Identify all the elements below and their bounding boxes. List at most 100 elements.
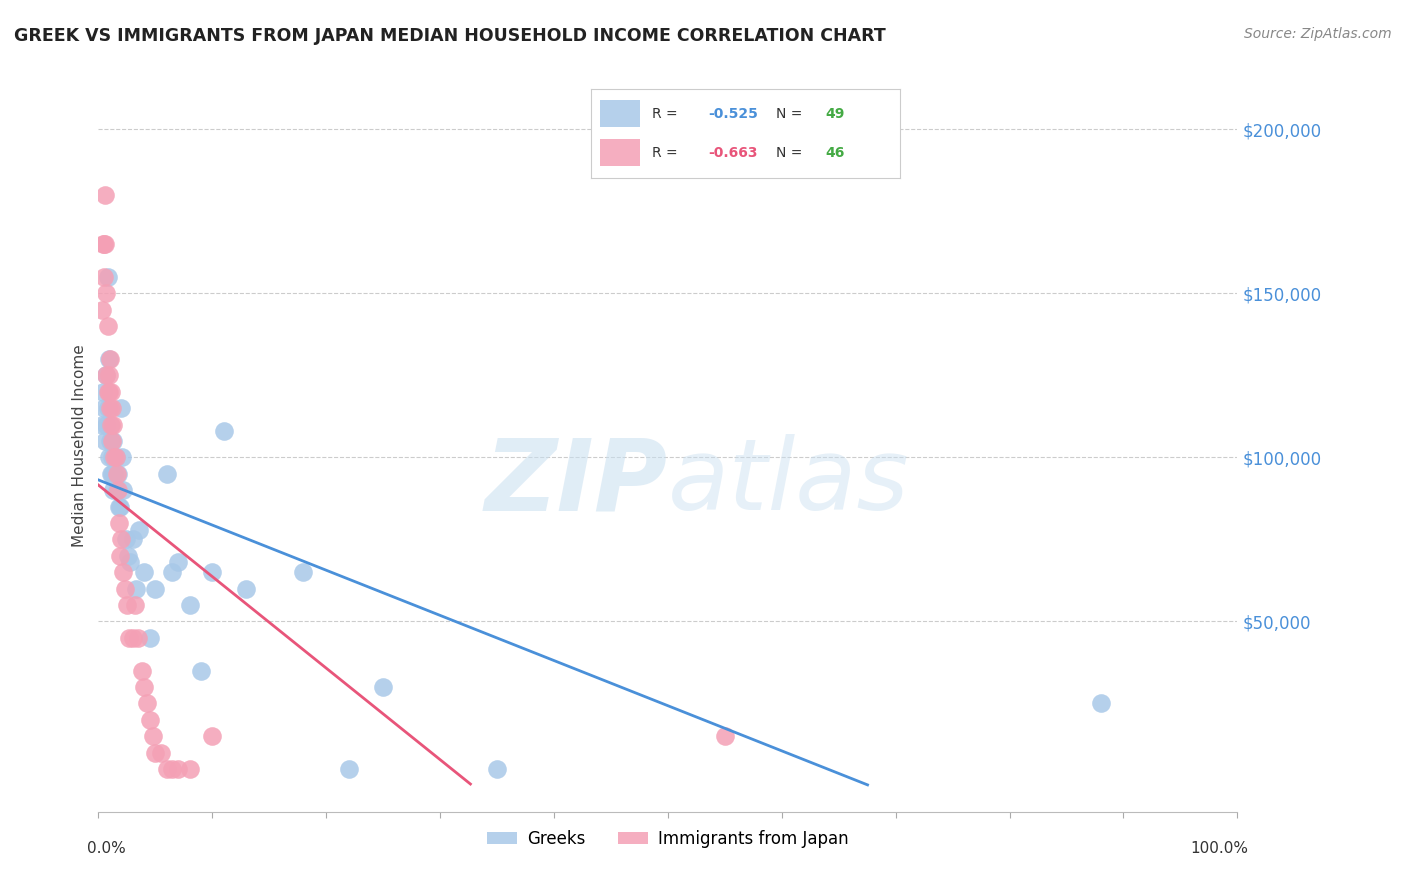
- Point: [93, 237, 115, 252]
- Point: [121, 631, 143, 645]
- Point: [101, 467, 124, 481]
- Point: [132, 566, 155, 580]
- Text: N =: N =: [776, 146, 807, 161]
- Point: [98, 352, 121, 367]
- Text: N =: N =: [776, 107, 807, 121]
- Point: [97, 368, 120, 383]
- Point: [104, 450, 127, 465]
- Point: [93, 270, 115, 285]
- Point: [124, 598, 146, 612]
- Point: [110, 533, 132, 547]
- Point: [167, 762, 190, 776]
- Point: [105, 467, 128, 481]
- Text: atlas: atlas: [668, 434, 910, 531]
- Point: [114, 533, 136, 547]
- Text: Source: ZipAtlas.com: Source: ZipAtlas.com: [1244, 27, 1392, 41]
- Point: [156, 762, 179, 776]
- FancyBboxPatch shape: [600, 139, 640, 166]
- Point: [145, 746, 167, 760]
- Point: [127, 631, 149, 645]
- Point: [292, 566, 315, 580]
- Point: [112, 566, 135, 580]
- Point: [179, 762, 201, 776]
- Text: ZIP: ZIP: [485, 434, 668, 531]
- Point: [162, 566, 184, 580]
- Text: 0.0%: 0.0%: [87, 841, 125, 856]
- Point: [138, 631, 160, 645]
- Point: [97, 384, 120, 399]
- Point: [115, 598, 138, 612]
- Point: [90, 302, 112, 317]
- Point: [162, 762, 184, 776]
- Text: 46: 46: [825, 146, 845, 161]
- Point: [96, 368, 118, 383]
- Point: [103, 483, 125, 498]
- Point: [179, 598, 201, 612]
- Point: [114, 582, 136, 596]
- Text: GREEK VS IMMIGRANTS FROM JAPAN MEDIAN HOUSEHOLD INCOME CORRELATION CHART: GREEK VS IMMIGRANTS FROM JAPAN MEDIAN HO…: [14, 27, 886, 45]
- Point: [486, 762, 509, 776]
- Point: [100, 417, 122, 432]
- Point: [125, 582, 148, 596]
- Point: [111, 450, 134, 465]
- Point: [110, 401, 132, 416]
- Point: [138, 713, 160, 727]
- Point: [100, 434, 122, 448]
- Point: [93, 401, 115, 416]
- Point: [107, 467, 129, 481]
- Y-axis label: Median Household Income: Median Household Income: [72, 344, 87, 548]
- Point: [121, 533, 143, 547]
- Point: [714, 729, 737, 743]
- Point: [156, 467, 179, 481]
- Text: R =: R =: [652, 107, 682, 121]
- FancyBboxPatch shape: [600, 100, 640, 127]
- Point: [103, 417, 125, 432]
- Legend: Greeks, Immigrants from Japan: Greeks, Immigrants from Japan: [479, 823, 856, 855]
- Point: [104, 450, 127, 465]
- Text: 100.0%: 100.0%: [1191, 841, 1249, 856]
- Point: [103, 450, 125, 465]
- Point: [150, 746, 173, 760]
- Point: [120, 556, 142, 570]
- Point: [108, 500, 131, 514]
- Point: [371, 680, 394, 694]
- Point: [101, 401, 124, 416]
- Point: [145, 582, 167, 596]
- Point: [101, 434, 124, 448]
- Point: [167, 556, 190, 570]
- Point: [212, 424, 235, 438]
- Point: [201, 566, 224, 580]
- Point: [105, 483, 128, 498]
- Point: [96, 286, 118, 301]
- Text: -0.663: -0.663: [709, 146, 758, 161]
- Point: [108, 516, 131, 530]
- Point: [91, 384, 114, 399]
- Point: [108, 549, 131, 563]
- Point: [136, 697, 159, 711]
- Point: [91, 237, 114, 252]
- Point: [103, 434, 125, 448]
- Point: [201, 729, 224, 743]
- Point: [132, 680, 155, 694]
- Point: [128, 523, 150, 537]
- Point: [98, 417, 121, 432]
- Point: [107, 483, 129, 498]
- Point: [100, 467, 122, 481]
- Point: [96, 401, 118, 416]
- Point: [94, 434, 117, 448]
- Point: [1090, 697, 1112, 711]
- Point: [94, 188, 117, 202]
- Point: [235, 582, 257, 596]
- Text: 49: 49: [825, 107, 845, 121]
- Point: [190, 664, 212, 678]
- Text: -0.525: -0.525: [709, 107, 758, 121]
- Point: [96, 319, 118, 334]
- Point: [337, 762, 360, 776]
- Point: [108, 500, 131, 514]
- Point: [97, 450, 120, 465]
- Text: R =: R =: [652, 146, 682, 161]
- Point: [103, 467, 125, 481]
- Point: [112, 483, 135, 498]
- Point: [96, 270, 118, 285]
- Point: [90, 417, 112, 432]
